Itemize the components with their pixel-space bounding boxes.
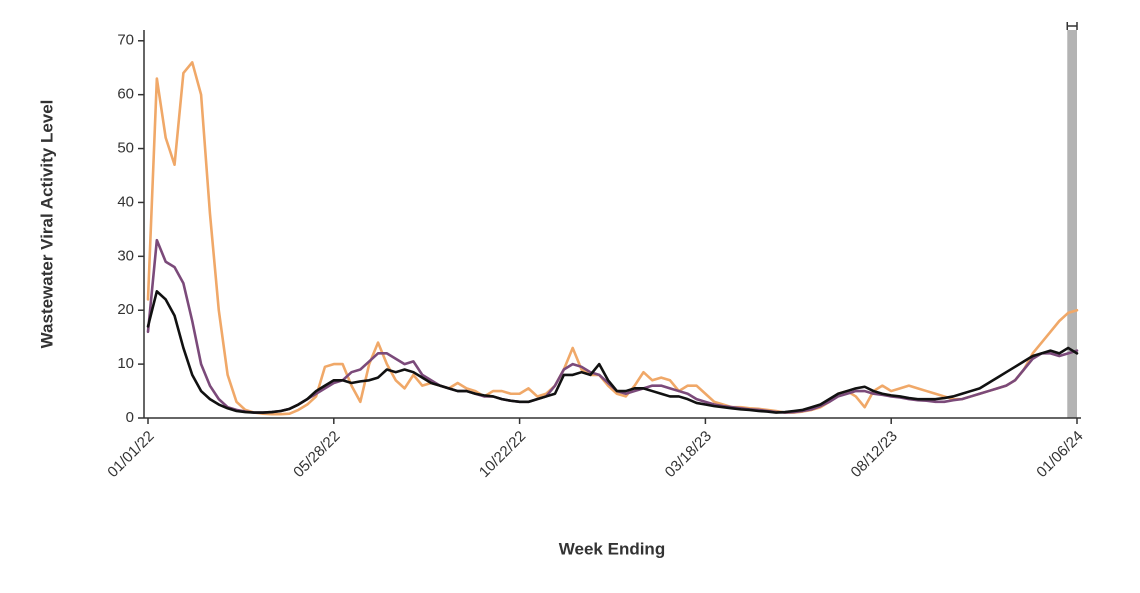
x-tick-label: 10/22/22	[476, 428, 529, 481]
series-line	[146, 290, 1079, 414]
x-tick-label: 05/28/22	[290, 428, 343, 481]
y-tick-label: 30	[117, 247, 134, 264]
incomplete-band	[1067, 30, 1077, 418]
y-tick-label: 10	[117, 355, 134, 372]
y-tick-label: 40	[117, 193, 134, 210]
y-tick-label: 0	[126, 409, 134, 426]
y-axis-title: Wastewater Viral Activity Level	[37, 100, 56, 349]
incomplete-bracket	[1066, 22, 1078, 30]
y-tick-label: 60	[117, 86, 134, 103]
x-tick-label: 01/06/24	[1033, 428, 1086, 481]
y-tick-label: 70	[117, 32, 134, 49]
x-axis-title: Week Ending	[559, 539, 665, 558]
y-tick-label: 50	[117, 140, 134, 157]
x-tick-label: 01/01/22	[104, 428, 157, 481]
x-tick-label: 08/12/23	[848, 428, 901, 481]
series-line	[146, 61, 1079, 416]
x-tick-label: 03/18/23	[662, 428, 715, 481]
y-tick-label: 20	[117, 301, 134, 318]
